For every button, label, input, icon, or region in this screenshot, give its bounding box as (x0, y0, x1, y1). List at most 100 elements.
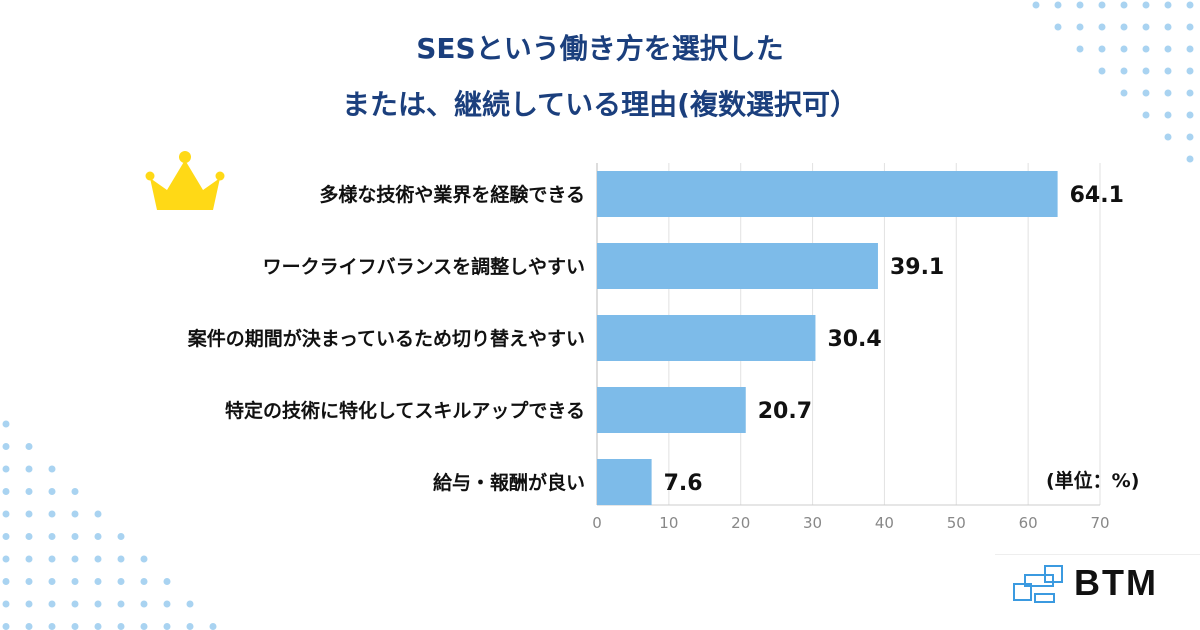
dot (163, 623, 171, 630)
dot (163, 578, 171, 585)
dot (163, 600, 171, 608)
dot (25, 533, 33, 540)
dot (25, 578, 33, 585)
x-tick-label: 20 (731, 514, 750, 532)
dot (25, 623, 33, 630)
dot (1120, 89, 1128, 97)
dot (48, 555, 56, 563)
divider (995, 554, 1200, 555)
dot (2, 465, 10, 473)
x-tick-label: 10 (659, 514, 678, 532)
dot (1164, 133, 1172, 141)
x-tick-label: 50 (947, 514, 966, 532)
dot (186, 600, 194, 608)
crown-icon (145, 151, 225, 210)
data-label: 39.1 (890, 255, 944, 280)
dot (140, 578, 148, 585)
dot (1120, 1, 1128, 9)
data-label: 7.6 (664, 471, 703, 496)
x-tick-label: 70 (1090, 514, 1109, 532)
dot (1186, 1, 1194, 9)
dot (1186, 133, 1194, 141)
x-tick-label: 40 (875, 514, 894, 532)
bar (597, 171, 1058, 217)
dot (1076, 23, 1084, 31)
dot (186, 623, 194, 630)
dot (48, 533, 56, 540)
dot (1142, 23, 1150, 31)
dot (117, 623, 125, 630)
x-tick-label: 60 (1019, 514, 1038, 532)
category-label: 給与・報酬が良い (433, 471, 585, 494)
dot (48, 600, 56, 608)
dot (1076, 45, 1084, 53)
dot (1076, 1, 1084, 9)
dot (25, 555, 33, 563)
dot (2, 555, 10, 563)
dot (1186, 45, 1194, 53)
category-label: 多様な技術や業界を経験できる (319, 183, 585, 206)
dot (1098, 67, 1106, 75)
dot (1032, 1, 1040, 9)
dot (71, 510, 79, 518)
dot (140, 623, 148, 630)
dot (1142, 45, 1150, 53)
dot (1186, 89, 1194, 97)
category-label: 案件の期間が決まっているため切り替えやすい (187, 327, 585, 350)
dot (140, 555, 148, 563)
dot (94, 600, 102, 608)
dot (71, 555, 79, 563)
dot (1098, 45, 1106, 53)
dot (71, 578, 79, 585)
dot (94, 623, 102, 630)
bar (597, 315, 816, 361)
dot (94, 510, 102, 518)
dot (94, 578, 102, 585)
logo-text: BTM (1074, 562, 1158, 603)
logo-mark-icon (1013, 565, 1063, 603)
dot (71, 533, 79, 540)
dot (1142, 89, 1150, 97)
dot (117, 600, 125, 608)
dot (1120, 23, 1128, 31)
dot (117, 555, 125, 563)
dot (25, 510, 33, 518)
dot (1186, 111, 1194, 119)
dot (1098, 1, 1106, 9)
dot (48, 578, 56, 585)
chart-title-line1: SESという働き方を選択した (416, 32, 784, 65)
dot (1054, 1, 1062, 9)
btm-logo: BTM (1012, 562, 1158, 604)
data-label: 20.7 (758, 399, 812, 424)
dot (1164, 67, 1172, 75)
dot (1164, 1, 1172, 9)
chart-title-line2: または、継続している理由(複数選択可） (342, 88, 858, 121)
dot (1142, 67, 1150, 75)
dot (209, 623, 217, 630)
dot (1120, 67, 1128, 75)
dot (71, 623, 79, 630)
bar (597, 243, 878, 289)
dot (48, 510, 56, 518)
dot (117, 533, 125, 540)
dot (1186, 23, 1194, 31)
dot (117, 578, 125, 585)
dot (2, 488, 10, 495)
dot (1164, 111, 1172, 119)
dot (2, 600, 10, 608)
dot (25, 600, 33, 608)
dot (48, 465, 56, 473)
dot (48, 623, 56, 630)
dot (25, 443, 33, 450)
dot (1164, 23, 1172, 31)
dot (71, 600, 79, 608)
dot (2, 623, 10, 630)
dot (1054, 23, 1062, 31)
dot (48, 488, 56, 495)
x-tick-label: 30 (803, 514, 822, 532)
bar (597, 459, 652, 505)
data-label: 30.4 (827, 327, 881, 352)
dot (2, 443, 10, 450)
dot (94, 533, 102, 540)
